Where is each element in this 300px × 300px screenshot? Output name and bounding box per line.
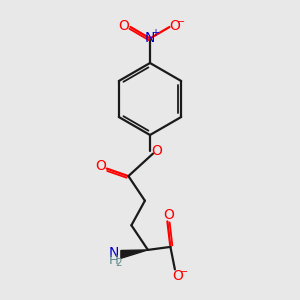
Text: O: O: [172, 269, 183, 283]
Text: O: O: [151, 145, 162, 158]
Text: 2: 2: [115, 258, 122, 268]
Text: O: O: [164, 208, 174, 222]
Text: −: −: [177, 16, 185, 27]
Text: N: N: [145, 32, 155, 45]
Text: O: O: [118, 19, 129, 32]
Text: H: H: [109, 254, 118, 268]
Text: +: +: [151, 28, 159, 38]
Text: N: N: [108, 246, 118, 260]
Text: O: O: [95, 159, 106, 172]
Polygon shape: [121, 250, 148, 258]
Text: O: O: [169, 19, 180, 32]
Text: −: −: [180, 267, 189, 278]
